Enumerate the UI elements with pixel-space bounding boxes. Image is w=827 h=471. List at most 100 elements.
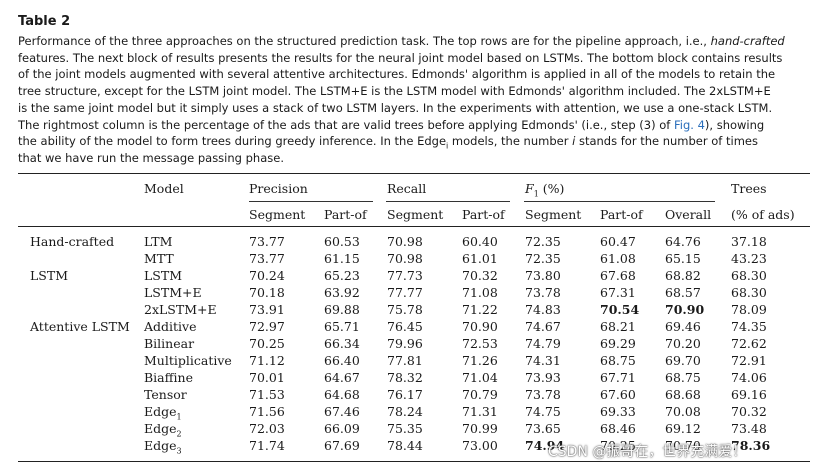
model-name-text: Edge [144,404,177,419]
caption-line: of the joint models augmented with sever… [18,66,810,83]
cell-p-seg: 71.12 [249,353,285,368]
cell-f-all: 68.57 [665,285,701,300]
cell-r-seg: 75.35 [387,421,423,436]
table-header-rule [18,226,810,227]
cell-f-seg: 72.35 [525,234,561,249]
model-name-text: Additive [144,319,197,334]
cell-f-part: 67.31 [600,285,636,300]
cell-p-part: 65.23 [324,268,360,283]
f1-subrule [524,201,715,202]
cell-f-all: 70.08 [665,404,701,419]
cell-f-seg: 74.83 [525,302,561,317]
cell-p-seg: 71.53 [249,387,285,402]
cell-trees: 78.09 [731,302,767,317]
cell-f-part: 61.08 [600,251,636,266]
model-name: Multiplicative [144,352,232,369]
caption-line: that we have run the message passing pha… [18,150,810,167]
cell-r-seg: 70.98 [387,234,423,249]
model-name: Edge1 [144,403,182,421]
group-label: Attentive LSTM [30,319,130,334]
cell-p-part: 64.68 [324,387,360,402]
cell-r-seg: 75.78 [387,302,423,317]
watermark: CSDN @振哥在，世界充满爱！ [548,444,747,460]
cell-p-part: 67.46 [324,404,360,419]
caption-text: tree structure, except for the LSTM join… [18,84,771,99]
cell-trees: 73.48 [731,421,767,436]
cell-r-part: 70.79 [462,387,498,402]
subheader-recall-partof: Part-of [462,207,505,222]
model-name-text: Edge [144,421,177,436]
cell-f-part: 67.60 [600,387,636,402]
caption-text: Performance of the three approaches on t… [18,34,711,48]
caption-subscript: i [446,141,449,151]
cell-f-part: 67.68 [600,268,636,283]
cell-f-part: 68.46 [600,421,636,436]
cell-f-all: 68.68 [665,387,701,402]
header-model: Model [144,181,184,196]
cell-trees: 74.06 [731,370,767,385]
cell-r-seg: 78.24 [387,404,423,419]
model-name: LSTM [144,267,182,284]
cell-f-all: 70.20 [665,336,701,351]
cell-f-seg: 74.94 [525,438,565,453]
cell-f-part: 68.75 [600,353,636,368]
cell-p-part: 66.34 [324,336,360,351]
caption-text: features. The next block of results pres… [18,50,783,65]
model-name-subscript: 3 [176,446,182,456]
table-label: Table 2 [18,14,71,29]
cell-r-seg: 78.44 [387,438,423,453]
caption-line: features. The next block of results pres… [18,50,810,67]
cell-p-part: 61.15 [324,251,360,266]
cell-f-all: 70.70 [665,438,701,453]
cell-f-all: 65.15 [665,251,701,266]
model-name: Biaffine [144,369,193,386]
caption-text: is the same joint model but it simply us… [18,100,773,115]
subheader-trees-percent: (% of ads) [731,207,795,222]
recall-subrule [386,201,510,202]
cell-trees: 68.30 [731,268,767,283]
figure-reference-link[interactable]: Fig. 4 [674,117,705,132]
model-name-text: Edge [144,438,177,453]
cell-trees: 70.32 [731,404,767,419]
model-name: Edge2 [144,420,182,439]
cell-f-all: 70.90 [665,302,705,317]
cell-r-part: 71.31 [462,404,498,419]
model-name-text: LSTM [144,268,183,283]
model-name-subscript: 2 [176,429,182,439]
subheader-f1-overall: Overall [665,207,712,222]
cell-f-all: 64.76 [665,234,701,249]
model-name-text: MTT [144,251,174,266]
cell-p-seg: 71.56 [249,404,285,419]
group-label: Hand-crafted [30,234,115,249]
caption-text: stands for the number of times [575,134,758,149]
caption-italic-text: i [572,134,576,149]
cell-p-part: 66.40 [324,353,360,368]
cell-r-seg: 76.17 [387,387,423,402]
cell-p-part: 65.71 [324,319,360,334]
cell-p-seg: 73.77 [249,251,285,266]
model-name-text: Biaffine [144,370,193,385]
cell-r-seg: 76.45 [387,319,423,334]
cell-trees: 68.30 [731,285,767,300]
header-f1: F1 (%) [525,181,565,199]
cell-r-part: 61.01 [462,251,498,266]
header-precision: Precision [249,181,308,196]
model-name: Additive [144,318,197,335]
model-name: MTT [144,250,174,267]
cell-r-part: 71.22 [462,302,498,317]
model-name: Bilinear [144,335,194,352]
model-name: LTM [144,233,172,250]
cell-f-seg: 73.80 [525,268,561,283]
cell-trees: 78.36 [731,438,771,453]
group-label: LSTM [30,268,69,283]
cell-r-part: 71.04 [462,370,498,385]
model-name-text: Bilinear [144,336,195,351]
cell-f-part: 68.21 [600,319,636,334]
cell-f-part: 69.33 [600,404,636,419]
cell-f-seg: 72.35 [525,251,561,266]
caption-text: of the joint models augmented with sever… [18,67,776,82]
caption-line: tree structure, except for the LSTM join… [18,83,810,100]
model-name: 2xLSTM+E [144,301,217,318]
cell-p-seg: 70.18 [249,285,285,300]
